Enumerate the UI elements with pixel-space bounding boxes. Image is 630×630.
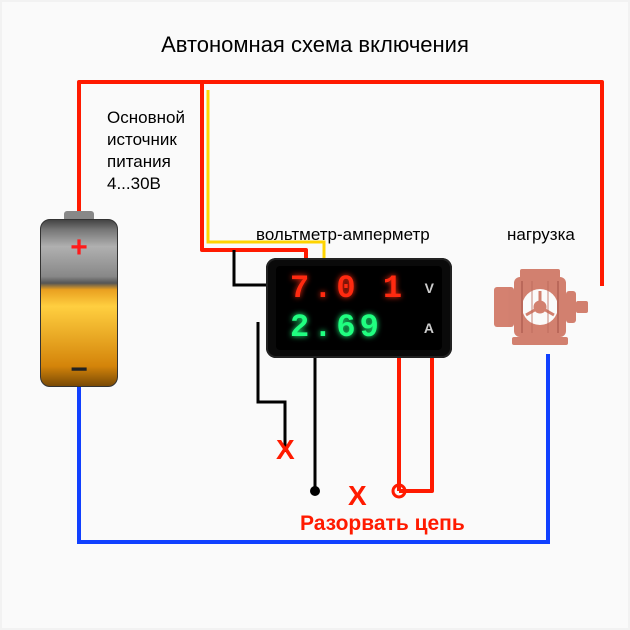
voltage-reading: 7.0 1 <box>290 270 406 307</box>
x-mark-left: X <box>276 434 295 466</box>
battery-plus: + <box>40 231 118 265</box>
battery: + − <box>40 219 118 387</box>
voltage-unit: V <box>425 280 434 296</box>
break-circuit-label: Разорвать цепь <box>300 512 465 536</box>
load-motor <box>492 257 590 355</box>
current-reading: 2.69 <box>290 309 383 346</box>
x-mark-right: X <box>348 480 367 512</box>
voltmeter-ammeter: 7.0 1 V 2.69 A <box>266 258 452 358</box>
battery-minus: − <box>40 362 118 377</box>
current-unit: A <box>424 320 434 336</box>
